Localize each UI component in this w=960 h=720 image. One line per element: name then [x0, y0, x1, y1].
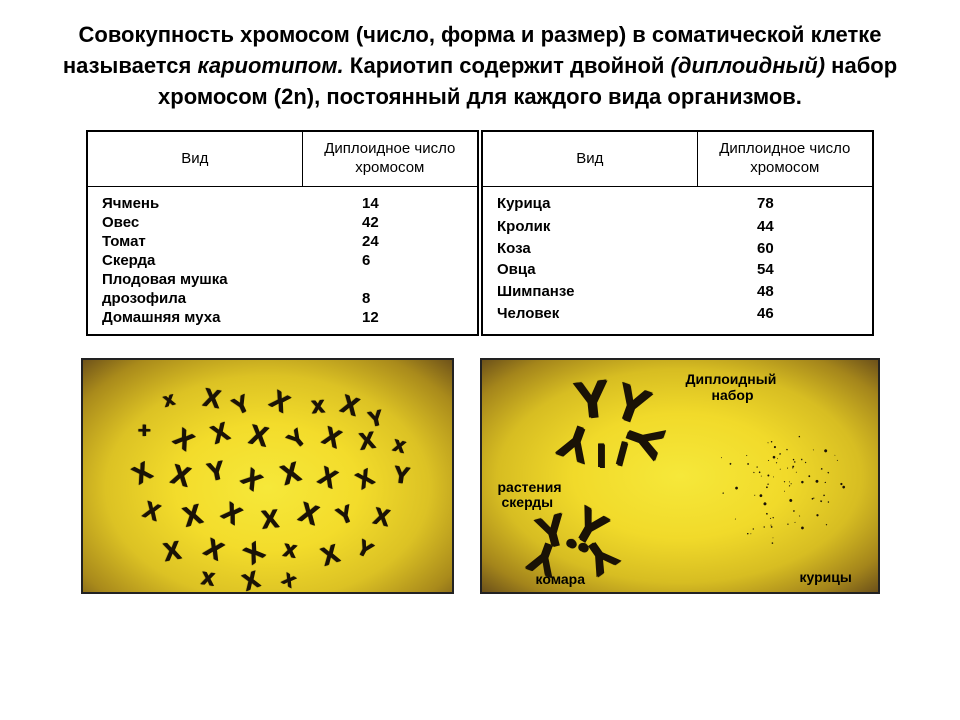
count-cell: 8 [302, 289, 478, 308]
chromosome-dot: • [763, 498, 767, 509]
count-cell: 48 [697, 282, 873, 304]
count-cell [302, 270, 478, 289]
chromosome-glyph: Y [391, 463, 410, 489]
figure-label: Диплоидный [686, 372, 777, 387]
species-cell: Овес [87, 213, 302, 232]
count-cell: 14 [302, 186, 478, 213]
species-cell: Скерда [87, 251, 302, 270]
chromosome-glyph: X [200, 384, 222, 413]
chromosome-glyph: x [199, 565, 216, 591]
table-row: Овца54 [482, 260, 873, 282]
species-cell: Курица [482, 186, 697, 216]
figures-row: xXYXxXY+XXXYXXxXXYXXXXYXXXXXYXXXXxXYxXx … [60, 358, 900, 594]
table-row: Человек46 [482, 304, 873, 335]
col-header-count: Диплоидное число хромосом [697, 131, 873, 186]
species-cell: Овца [482, 260, 697, 282]
species-cell: Коза [482, 239, 697, 261]
karyotype-figure-human: xXYXxXY+XXXYXXxXXYXXXXYXXXXXYXXXXxXYxXx [81, 358, 454, 594]
species-table-left: Вид Диплоидное число хромосом Ячмень14Ов… [86, 130, 479, 336]
chromosome-glyph: • [578, 533, 589, 563]
chromosome-dot: • [837, 482, 845, 485]
species-cell: Человек [482, 304, 697, 335]
chromosome-glyph: X [357, 429, 376, 455]
species-cell: Ячмень [87, 186, 302, 213]
species-cell: Плодовая мушка [87, 270, 302, 289]
table-row: Ячмень14 [87, 186, 478, 213]
chromosome-dot: · [762, 522, 765, 531]
table-row: Домашняя муха12 [87, 308, 478, 335]
species-cell: дрозофила [87, 289, 302, 308]
count-cell: 78 [697, 186, 873, 216]
chromosome-glyph: • [566, 529, 577, 559]
figure-label: растения [498, 480, 562, 495]
species-table-right: Вид Диплоидное число хромосом Курица78Кр… [481, 130, 874, 336]
count-cell: 46 [697, 304, 873, 335]
species-cell: Кролик [482, 217, 697, 239]
table-row: Шимпанзе48 [482, 282, 873, 304]
figure-label: курицы [800, 570, 852, 585]
table-row: Коза60 [482, 239, 873, 261]
title-em-1: кариотипом. [197, 53, 343, 78]
col-header-species: Вид [87, 131, 302, 186]
table-row: Кролик44 [482, 217, 873, 239]
chromosome-dot: · [787, 477, 790, 483]
chromosome-glyph: X [259, 505, 279, 533]
col-header-species: Вид [482, 131, 697, 186]
count-cell: 44 [697, 217, 873, 239]
table-row: Курица78 [482, 186, 873, 216]
table-row: Овес42 [87, 213, 478, 232]
table-row: дрозофила8 [87, 289, 478, 308]
title-text-2: Кариотип содержит двойной [344, 53, 671, 78]
chromosome-glyph: + [138, 420, 151, 442]
chromosome-glyph: I [597, 439, 606, 473]
karyotype-figure-comparison: Диплоидныйнаборрастенияскердыкомаракуриц… [480, 358, 880, 594]
count-cell: 60 [697, 239, 873, 261]
count-cell: 42 [302, 213, 478, 232]
table-row: Плодовая мушка [87, 270, 478, 289]
species-cell: Домашняя муха [87, 308, 302, 335]
count-cell: 24 [302, 232, 478, 251]
species-cell: Шимпанзе [482, 282, 697, 304]
table-row: Томат24 [87, 232, 478, 251]
count-cell: 12 [302, 308, 478, 335]
col-header-count: Диплоидное число хромосом [302, 131, 478, 186]
count-cell: 6 [302, 251, 478, 270]
chromosome-dot: · [753, 494, 759, 497]
figure-label: набор [712, 388, 754, 403]
table-row: Скерда6 [87, 251, 478, 270]
species-cell: Томат [87, 232, 302, 251]
count-cell: 54 [697, 260, 873, 282]
tables-row: Вид Диплоидное число хромосом Ячмень14Ов… [60, 130, 900, 336]
chromosome-glyph: x [309, 393, 324, 418]
page-title: Совокупность хромосом (число, форма и ра… [60, 20, 900, 112]
title-em-2: (диплоидный) [671, 53, 826, 78]
